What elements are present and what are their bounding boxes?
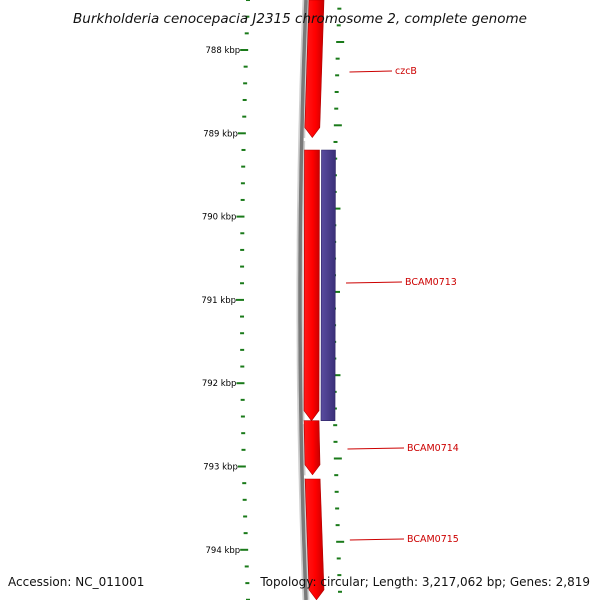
features (302, 0, 336, 600)
gene-label-leader (346, 281, 403, 284)
gene-label: czcB (395, 66, 417, 77)
cds-feature-red (303, 420, 321, 476)
gene-label-leader (349, 70, 393, 73)
accession-text: Accession: NC_011001 (8, 575, 144, 589)
tick-label: 789 kbp (203, 129, 238, 139)
gene-label-leader (349, 538, 405, 541)
gene-label-leader (347, 447, 405, 450)
gene-labels: czcB BCAM0713 BCAM0714 BCAM0715 (346, 66, 459, 545)
feature-gap (304, 475, 322, 479)
gene-label: BCAM0713 (405, 277, 457, 288)
tick-label: 792 kbp (202, 379, 237, 389)
tick-label: 790 kbp (202, 213, 237, 223)
map-title: Burkholderia cenocepacia J2315 chromosom… (73, 11, 527, 27)
gene-label: BCAM0715 (407, 534, 459, 545)
tick-label: 791 kbp (201, 296, 236, 306)
feature-gap (303, 137, 321, 141)
cds-feature-red (303, 149, 320, 422)
tick-label: 794 kbp (206, 546, 241, 556)
gene-feature-blue (320, 149, 336, 422)
outer-ticks: 788 kbp 789 kbp 790 kbp 791 kbp 792 kbp 793 k… (201, 0, 250, 600)
summary-text: Topology: circular; Length: 3,217,062 bp… (259, 575, 590, 589)
tick-label: 793 kbp (203, 463, 238, 473)
genome-backbone (298, 0, 308, 600)
cds-feature-red (304, 478, 325, 600)
gene-label: BCAM0714 (407, 443, 459, 454)
cds-feature-red (304, 0, 325, 138)
tick-label: 788 kbp (206, 46, 241, 56)
